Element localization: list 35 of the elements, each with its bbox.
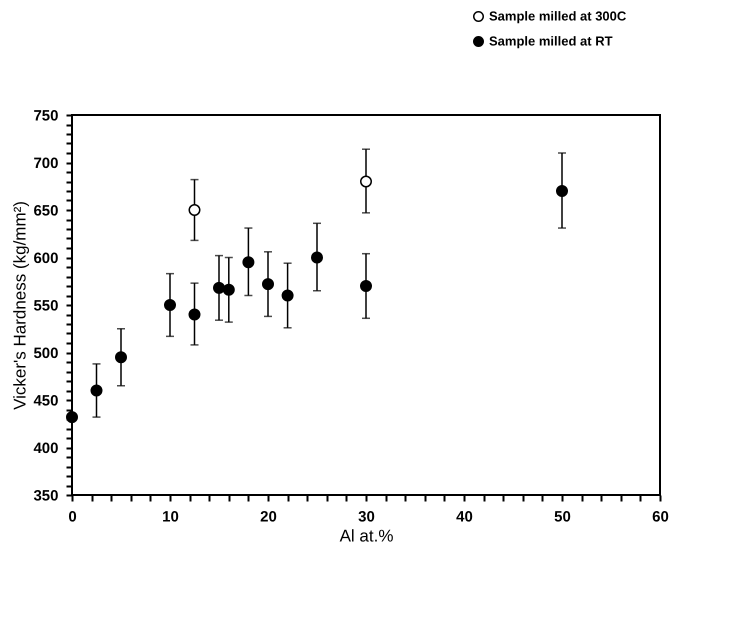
point (188, 308, 200, 320)
legend-label: Sample milled at RT (489, 34, 613, 48)
x-tick-label: 40 (456, 508, 473, 526)
y-tick-label: 650 (33, 202, 58, 220)
x-axis-title: Al at.% (340, 526, 394, 546)
x-tick-label: 50 (554, 508, 571, 526)
point (90, 384, 102, 396)
legend-label: Sample milled at 300C (489, 8, 627, 24)
x-tick-label: 20 (260, 508, 277, 526)
point (242, 256, 254, 268)
point (282, 290, 294, 302)
y-tick-label: 750 (33, 108, 58, 124)
point (213, 282, 225, 294)
point (311, 252, 323, 264)
x-tick-label: 60 (652, 508, 669, 526)
point (360, 280, 372, 292)
y-tick-label: 600 (33, 250, 58, 267)
point (66, 411, 78, 424)
x-tick-label: 10 (162, 508, 179, 526)
y-axis-title: Vicker's Hardness (kg/mm²) (10, 201, 30, 410)
y-tick-label: 450 (33, 392, 58, 410)
point (115, 351, 127, 364)
x-tick-label: 30 (358, 508, 375, 526)
point (556, 185, 568, 197)
y-tick-label: 550 (33, 298, 58, 314)
y-tick-label: 400 (33, 440, 58, 457)
point (222, 284, 235, 296)
x-tick-label: 0 (68, 508, 77, 526)
point (262, 278, 274, 290)
y-tick-label: 500 (33, 345, 58, 362)
y-tick-label: 350 (33, 488, 58, 504)
point (360, 176, 372, 188)
point (188, 204, 200, 216)
y-tick-label: 700 (33, 155, 58, 172)
point (164, 299, 176, 311)
